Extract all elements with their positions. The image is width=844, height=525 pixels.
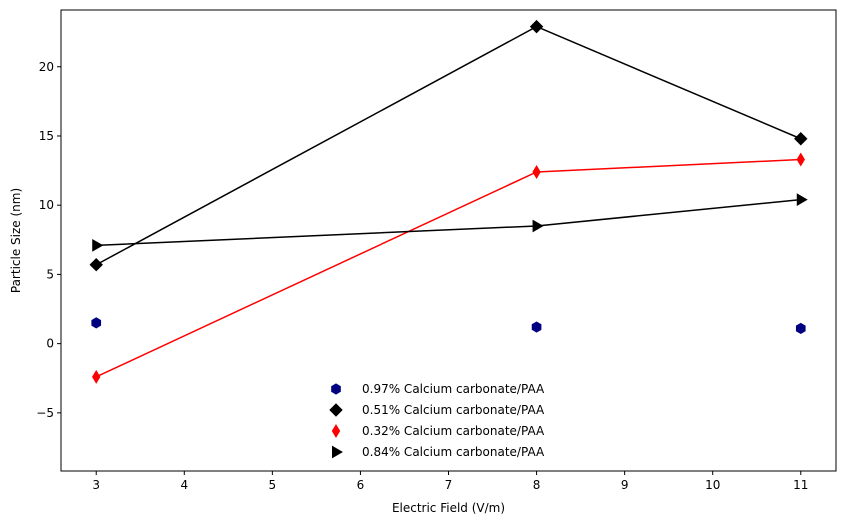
y-axis-ticks: −5 0 5 10 15 20 bbox=[36, 60, 61, 420]
series-line bbox=[95, 25, 802, 266]
data-point bbox=[796, 152, 805, 167]
y-tick-label: 5 bbox=[46, 267, 54, 281]
legend-item: 0.51% Calcium carbonate/PAA bbox=[329, 403, 545, 417]
axes-frame bbox=[60, 9, 837, 472]
legend-label: 0.84% Calcium carbonate/PAA bbox=[362, 445, 545, 459]
data-point bbox=[532, 219, 544, 233]
x-tick-label: 3 bbox=[92, 478, 100, 492]
data-point bbox=[89, 258, 103, 272]
x-tick-label: 11 bbox=[793, 478, 808, 492]
x-axis-label: Electric Field (V/m) bbox=[392, 501, 505, 515]
legend-label: 0.97% Calcium carbonate/PAA bbox=[362, 382, 545, 396]
data-point bbox=[796, 193, 808, 207]
x-tick-label: 5 bbox=[269, 478, 277, 492]
data-point bbox=[529, 19, 544, 34]
legend-label: 0.32% Calcium carbonate/PAA bbox=[362, 424, 545, 438]
x-tick-label: 6 bbox=[357, 478, 365, 492]
legend-label: 0.51% Calcium carbonate/PAA bbox=[362, 403, 545, 417]
data-point bbox=[795, 322, 806, 334]
x-tick-label: 10 bbox=[705, 478, 720, 492]
x-tick-label: 9 bbox=[621, 478, 629, 492]
series-3 bbox=[92, 193, 808, 252]
legend-item: 0.97% Calcium carbonate/PAA bbox=[331, 382, 545, 396]
data-point bbox=[92, 238, 104, 252]
data-point bbox=[92, 369, 101, 384]
legend-marker bbox=[332, 445, 343, 459]
series-1 bbox=[89, 19, 808, 272]
series-0 bbox=[91, 317, 806, 334]
x-tick-label: 8 bbox=[533, 478, 541, 492]
y-axis-label: Particle Size (nm) bbox=[9, 188, 23, 293]
data-point bbox=[531, 321, 542, 333]
data-point bbox=[794, 132, 808, 146]
data-point bbox=[91, 317, 102, 329]
x-tick-label: 4 bbox=[180, 478, 188, 492]
y-tick-label: 15 bbox=[39, 129, 54, 143]
legend-marker bbox=[331, 383, 341, 395]
legend: 0.97% Calcium carbonate/PAA 0.51% Calcium… bbox=[329, 382, 545, 459]
series-layer bbox=[89, 19, 808, 384]
x-axis-ticks: 3 4 5 6 7 8 9 10 11 bbox=[92, 471, 808, 492]
x-tick-label: 7 bbox=[445, 478, 453, 492]
y-tick-label: −5 bbox=[36, 406, 54, 420]
series-2 bbox=[92, 152, 805, 384]
legend-item: 0.32% Calcium carbonate/PAA bbox=[331, 424, 545, 438]
series-line bbox=[96, 198, 801, 247]
legend-item: 0.84% Calcium carbonate/PAA bbox=[332, 445, 545, 459]
y-tick-label: 10 bbox=[39, 198, 54, 212]
legend-marker bbox=[329, 403, 343, 417]
legend-marker bbox=[331, 424, 341, 438]
data-point bbox=[532, 165, 541, 179]
y-tick-label: 20 bbox=[39, 60, 54, 74]
y-tick-label: 0 bbox=[46, 337, 54, 351]
series-line bbox=[95, 158, 801, 378]
